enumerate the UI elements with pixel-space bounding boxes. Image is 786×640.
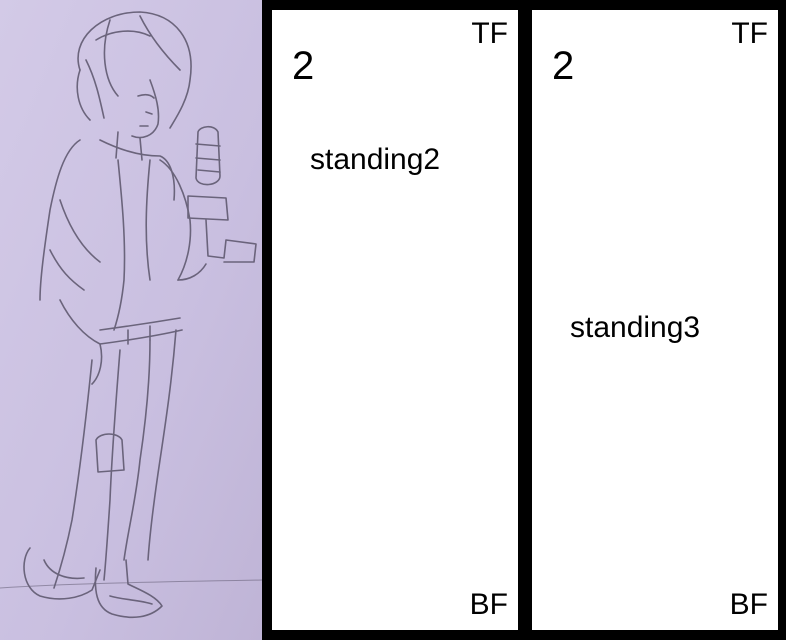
sketch-paper bbox=[0, 0, 262, 640]
panel-standing3: 2 TF standing3 BF bbox=[532, 10, 778, 630]
panel-number: 2 bbox=[552, 44, 575, 88]
front-boot bbox=[94, 559, 163, 619]
leg-pocket bbox=[95, 433, 125, 473]
ground-line bbox=[0, 579, 262, 589]
ray-gun-barrel bbox=[195, 125, 221, 186]
bottom-corner-label: BF bbox=[469, 588, 508, 621]
top-corner-label: TF bbox=[731, 17, 768, 50]
panel-number: 2 bbox=[292, 44, 315, 88]
back-leg bbox=[53, 359, 93, 589]
front-leg bbox=[123, 339, 151, 561]
character-sketch bbox=[0, 0, 262, 640]
jacket-back bbox=[39, 139, 81, 301]
pose-label: standing3 bbox=[570, 311, 701, 344]
back-boot bbox=[23, 547, 101, 600]
hair-outline bbox=[77, 11, 192, 129]
top-corner-label: TF bbox=[471, 17, 508, 50]
belt bbox=[99, 317, 183, 345]
jacket-front bbox=[99, 139, 176, 201]
face-outline bbox=[131, 79, 160, 139]
bottom-corner-label: BF bbox=[729, 588, 768, 621]
pose-label: standing2 bbox=[310, 143, 441, 176]
panel-standing2: 2 TF standing2 BF bbox=[272, 10, 518, 630]
